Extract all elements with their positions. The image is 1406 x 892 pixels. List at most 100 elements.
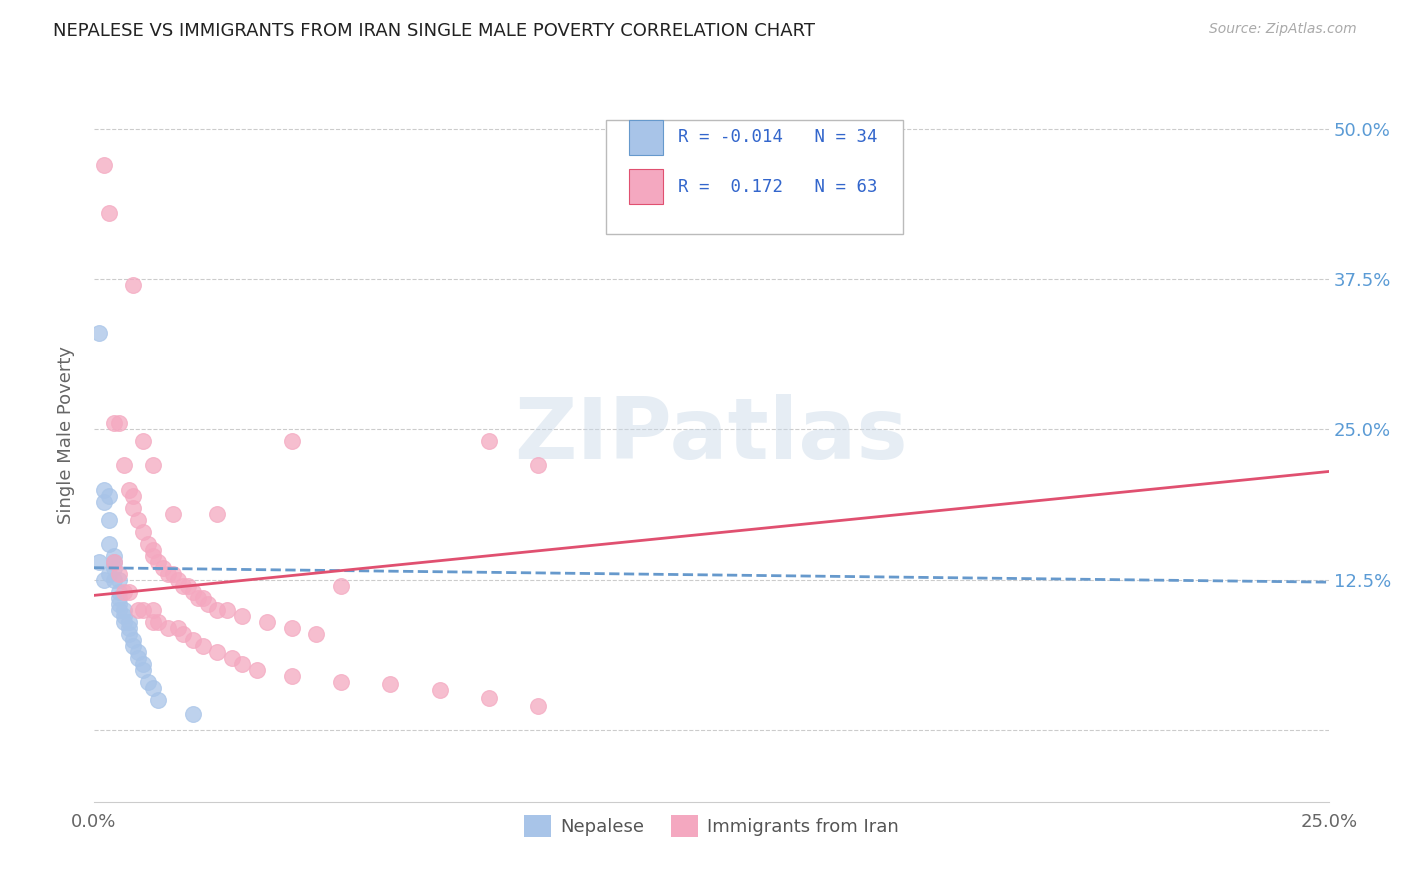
Point	[122, 278, 145, 293]
Y-axis label: Single Male Poverty: Single Male Poverty	[58, 346, 75, 524]
Point	[112, 603, 135, 617]
Point	[97, 513, 120, 527]
Point	[107, 603, 129, 617]
Point	[181, 632, 204, 647]
Point	[103, 555, 125, 569]
Text: R =  0.172   N = 63: R = 0.172 N = 63	[678, 178, 877, 195]
Text: Source: ZipAtlas.com: Source: ZipAtlas.com	[1209, 22, 1357, 37]
Point	[429, 683, 451, 698]
Point	[107, 597, 129, 611]
Point	[207, 645, 229, 659]
Point	[97, 566, 120, 581]
Point	[117, 483, 139, 497]
Point	[122, 489, 145, 503]
Point	[127, 645, 149, 659]
Point	[527, 699, 550, 714]
Point	[181, 707, 204, 722]
Point	[127, 651, 149, 665]
Point	[136, 536, 159, 550]
Point	[103, 417, 125, 431]
Point	[177, 579, 200, 593]
Point	[246, 663, 269, 677]
Point	[157, 621, 180, 635]
Point	[172, 579, 194, 593]
Point	[107, 417, 129, 431]
Point	[112, 584, 135, 599]
Point	[162, 507, 184, 521]
Point	[97, 536, 120, 550]
Point	[191, 639, 214, 653]
Point	[167, 621, 190, 635]
Point	[221, 651, 243, 665]
Point	[142, 542, 165, 557]
Point	[478, 434, 501, 449]
Point	[231, 608, 253, 623]
Point	[142, 549, 165, 563]
Point	[87, 326, 110, 340]
Point	[136, 675, 159, 690]
Point	[87, 555, 110, 569]
Point	[280, 434, 302, 449]
Point	[142, 681, 165, 695]
Point	[117, 615, 139, 629]
Point	[112, 458, 135, 473]
Point	[197, 597, 219, 611]
Point	[107, 573, 129, 587]
Text: R = -0.014   N = 34: R = -0.014 N = 34	[678, 128, 877, 146]
Point	[122, 632, 145, 647]
Point	[117, 621, 139, 635]
Point	[112, 608, 135, 623]
Point	[207, 507, 229, 521]
Bar	[628, 169, 664, 204]
Point	[107, 584, 129, 599]
Point	[191, 591, 214, 605]
Point	[152, 560, 174, 574]
Legend: Nepalese, Immigrants from Iran: Nepalese, Immigrants from Iran	[516, 808, 905, 845]
Point	[127, 603, 149, 617]
Point	[103, 555, 125, 569]
Point	[107, 566, 129, 581]
Point	[157, 566, 180, 581]
Point	[97, 206, 120, 220]
Point	[146, 555, 169, 569]
Point	[167, 573, 190, 587]
FancyBboxPatch shape	[606, 120, 903, 234]
Point	[93, 494, 115, 508]
Point	[146, 693, 169, 707]
Point	[107, 591, 129, 605]
Point	[142, 615, 165, 629]
Point	[103, 560, 125, 574]
Point	[122, 500, 145, 515]
Point	[132, 524, 155, 539]
Point	[256, 615, 278, 629]
Text: NEPALESE VS IMMIGRANTS FROM IRAN SINGLE MALE POVERTY CORRELATION CHART: NEPALESE VS IMMIGRANTS FROM IRAN SINGLE …	[53, 22, 815, 40]
Point	[187, 591, 209, 605]
Point	[527, 458, 550, 473]
Point	[280, 621, 302, 635]
Point	[329, 675, 352, 690]
Point	[172, 627, 194, 641]
Point	[103, 573, 125, 587]
Point	[132, 603, 155, 617]
Point	[329, 579, 352, 593]
Text: ZIPatlas: ZIPatlas	[515, 394, 908, 477]
Point	[97, 489, 120, 503]
Point	[103, 549, 125, 563]
Point	[142, 603, 165, 617]
Point	[162, 566, 184, 581]
Point	[127, 513, 149, 527]
Point	[132, 434, 155, 449]
Point	[380, 677, 402, 691]
Point	[146, 615, 169, 629]
Point	[132, 657, 155, 671]
Point	[132, 663, 155, 677]
Point	[117, 584, 139, 599]
Point	[231, 657, 253, 671]
Point	[142, 458, 165, 473]
Point	[93, 483, 115, 497]
Point	[478, 690, 501, 705]
Point	[305, 627, 328, 641]
Point	[112, 615, 135, 629]
Point	[117, 627, 139, 641]
Point	[181, 584, 204, 599]
